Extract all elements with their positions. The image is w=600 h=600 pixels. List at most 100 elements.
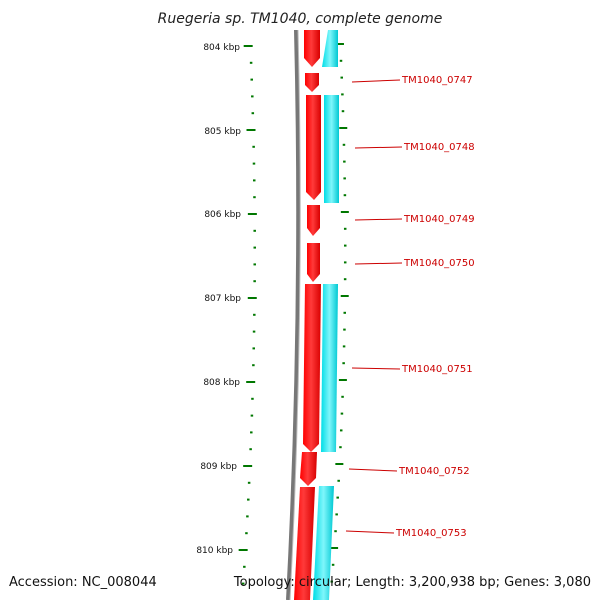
gene-label[interactable]: TM1040_0752 [398, 466, 470, 477]
minor-tick [243, 565, 246, 568]
gene-arrow-reverse-3 [321, 284, 338, 452]
gene-label[interactable]: TM1040_0748 [403, 142, 475, 153]
kbp-labels: 804 kbp 805 kbp 806 kbp 807 kbp 808 kbp … [196, 43, 241, 556]
minor-tick [343, 261, 347, 264]
minor-tick [341, 395, 344, 398]
minor-tick [253, 280, 256, 283]
genome-backbone-highlight [289, 29, 301, 600]
minor-tick [334, 530, 337, 533]
gene-label[interactable]: TM1040_0753 [395, 528, 467, 539]
minor-tick [342, 345, 346, 348]
forward-genes [294, 30, 321, 600]
minor-tick [251, 397, 254, 400]
minor-tick [249, 61, 253, 64]
gene-arrow-TM1040-0753 [294, 487, 315, 600]
minor-tick [241, 582, 245, 585]
topology-text: Topology: circular; Length: 3,200,938 bp… [233, 575, 591, 590]
minor-tick [253, 246, 256, 249]
map-title: Ruegeria sp. TM1040, complete genome [158, 11, 443, 27]
minor-tick [253, 229, 256, 232]
minor-tick [331, 563, 335, 566]
minor-tick [249, 448, 252, 451]
minor-tick [253, 196, 256, 199]
gene-leaders [345, 79, 403, 534]
gene-arrow-TM1040-0749 [307, 205, 320, 236]
minor-tick [335, 513, 338, 516]
kbp-ticks [238, 45, 257, 585]
minor-tick [253, 313, 256, 316]
kbp-label: 806 kbp [204, 210, 241, 220]
leader-line [354, 218, 403, 221]
minor-tick [343, 311, 346, 314]
minor-tick [343, 177, 346, 180]
major-tick [335, 463, 344, 465]
gene-label[interactable]: TM1040_0751 [401, 364, 473, 375]
reverse-ticks [330, 43, 349, 583]
major-tick [338, 379, 347, 381]
major-tick [246, 129, 256, 131]
gene-arrow-TM1040-0747 [305, 73, 319, 92]
major-tick [335, 43, 344, 45]
gene-arrow-TM1040-0751 [303, 284, 321, 452]
major-tick [238, 549, 248, 551]
minor-tick [342, 362, 345, 365]
minor-tick [343, 194, 347, 197]
major-tick [330, 547, 339, 549]
minor-tick [252, 145, 255, 148]
minor-tick [245, 532, 248, 535]
leader-line [345, 530, 395, 534]
gene-label[interactable]: TM1040_0749 [403, 214, 475, 225]
reverse-genes [313, 30, 339, 600]
gene-label[interactable]: TM1040_0747 [401, 75, 473, 86]
minor-tick [340, 412, 344, 415]
minor-tick [343, 244, 347, 247]
minor-tick [250, 414, 254, 417]
kbp-label: 805 kbp [204, 127, 241, 137]
kbp-label: 809 kbp [200, 462, 237, 472]
minor-tick [252, 162, 256, 165]
gene-arrow-TM1040-0748 [306, 95, 321, 200]
minor-tick [253, 263, 256, 266]
minor-tick [247, 498, 250, 501]
gene-arrow-forward [304, 30, 320, 67]
kbp-label: 810 kbp [196, 546, 233, 556]
major-tick [247, 213, 257, 215]
minor-tick [247, 481, 251, 484]
kbp-label: 804 kbp [203, 43, 240, 53]
gene-label[interactable]: TM1040_0750 [403, 258, 475, 269]
major-tick [243, 465, 253, 467]
minor-tick [252, 330, 256, 333]
minor-tick [250, 78, 253, 81]
minor-tick [340, 76, 343, 79]
minor-tick [250, 431, 253, 434]
leader-line [351, 79, 401, 83]
minor-tick [341, 93, 344, 96]
kbp-label: 808 kbp [203, 378, 240, 388]
leader-line [354, 146, 403, 149]
minor-tick [336, 496, 339, 499]
minor-tick [252, 347, 255, 350]
gene-arrow-reverse [322, 30, 338, 67]
minor-tick [341, 110, 345, 113]
major-tick [339, 127, 348, 129]
major-tick [340, 211, 349, 213]
leader-line [354, 262, 403, 265]
gene-arrow-reverse-2 [324, 95, 339, 203]
gene-arrow-reverse-4 [313, 486, 334, 600]
gene-arrow-TM1040-0750 [307, 243, 320, 282]
minor-tick [343, 328, 346, 331]
minor-tick [339, 429, 343, 432]
genome-backbone [286, 29, 301, 600]
minor-tick [246, 515, 249, 518]
minor-tick [343, 227, 347, 230]
minor-tick [251, 112, 255, 115]
major-tick [246, 381, 256, 383]
gene-arrow-TM1040-0752 [300, 452, 317, 486]
minor-tick [343, 160, 346, 163]
major-tick [243, 45, 253, 47]
minor-tick [342, 143, 346, 146]
major-tick [247, 297, 257, 299]
major-tick [340, 295, 349, 297]
minor-tick [339, 446, 342, 449]
